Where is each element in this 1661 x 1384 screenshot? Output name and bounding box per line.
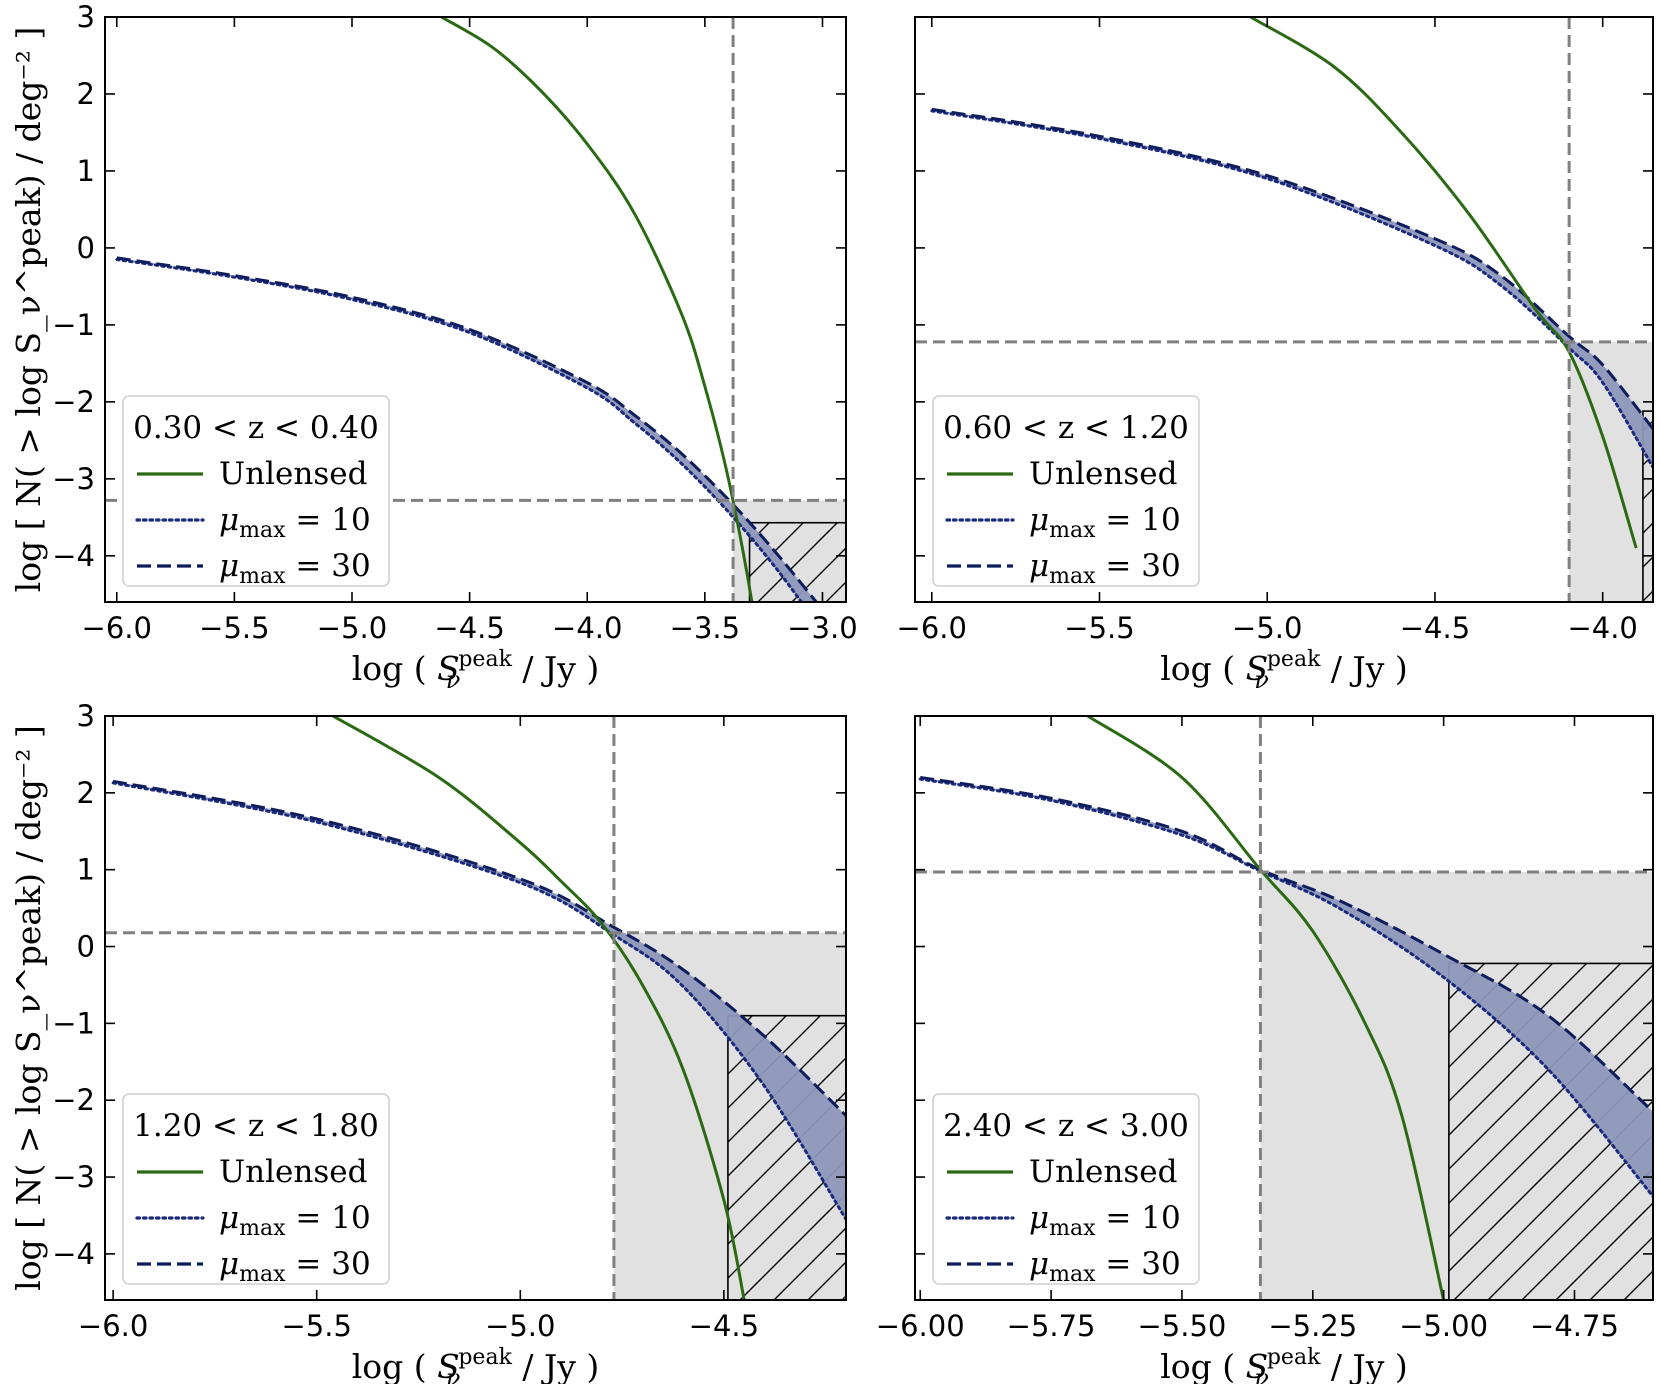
x-tick-label: −4.0 xyxy=(1567,611,1637,645)
x-tick-label: −4.5 xyxy=(689,1309,759,1343)
x-axis-label: log ( Sνpeak / Jy ) xyxy=(352,1345,600,1384)
mu-band xyxy=(113,781,846,1220)
axes-frame xyxy=(104,16,847,603)
y-tick-label: −4 xyxy=(52,1237,95,1271)
x-tick-label: −3.5 xyxy=(670,611,740,645)
legend-box xyxy=(932,395,1200,587)
legend-box xyxy=(122,395,390,587)
x-tick-label: −4.75 xyxy=(1530,1309,1619,1343)
panel-top-right: −6.0 −5.5 −5.0 −4.5 −4.0 log ( Sνpeak / Jy ) 0… xyxy=(897,16,1654,694)
legend: 0.30 < z < 0.40 Unlensed μmax = 10 μmax = 3… xyxy=(122,395,390,589)
x-tick-label: −5.5 xyxy=(1064,611,1134,645)
y-tick-label: −1 xyxy=(52,1006,95,1040)
legend-entry: μmax = 30 xyxy=(219,548,371,589)
series-line-mu10 xyxy=(918,777,1653,1198)
y-tick-label: −4 xyxy=(52,539,95,573)
plot-area xyxy=(915,17,1653,602)
x-tick-label: −5.0 xyxy=(1232,611,1302,645)
series-line-mu10 xyxy=(930,109,1653,469)
axes-frame xyxy=(104,715,847,1301)
x-tick-label: −3.0 xyxy=(787,611,857,645)
y-tick-label: −2 xyxy=(52,1083,95,1117)
y-tick-label: 1 xyxy=(77,154,95,188)
x-tick-label: −6.0 xyxy=(78,1309,148,1343)
legend-entry: μmax = 10 xyxy=(219,502,371,543)
x-tick-label: −4.5 xyxy=(1400,611,1470,645)
series-line-mu30 xyxy=(931,107,1653,430)
legend-entry: Unlensed xyxy=(1029,1154,1177,1190)
x-tick-label: −5.00 xyxy=(1399,1309,1488,1343)
plot-area xyxy=(915,716,1653,1300)
legend-entry: μmax = 10 xyxy=(1029,502,1181,543)
x-tick-label: −5.5 xyxy=(199,611,269,645)
legend-title: 2.40 < z < 3.00 xyxy=(943,1108,1189,1144)
series-line-mu30 xyxy=(919,776,1653,1113)
axes-frame xyxy=(914,16,1654,603)
series-line-mu30 xyxy=(112,779,846,1117)
x-tick-label: −4.5 xyxy=(434,611,504,645)
legend-entry: μmax = 30 xyxy=(1029,548,1181,589)
plot-area xyxy=(105,17,846,602)
legend: 2.40 < z < 3.00 Unlensed μmax = 10 μmax = 3… xyxy=(932,1093,1200,1287)
x-tick-label: −6.0 xyxy=(82,611,152,645)
panel-bottom-right: −6.00 −5.75 −5.50 −5.25 −5.00 −4.75 log ( Sνpe… xyxy=(876,715,1654,1384)
x-tick-label: −5.0 xyxy=(317,611,387,645)
y-tick-label: −3 xyxy=(52,1160,95,1194)
y-tick-label: 3 xyxy=(77,699,95,733)
legend-entry: μmax = 30 xyxy=(1029,1246,1181,1287)
y-axis-label: log [ N( > log S_ν^peak) / deg⁻² ] xyxy=(9,725,49,1291)
legend-entry: μmax = 10 xyxy=(1029,1200,1181,1241)
legend-title: 0.60 < z < 1.20 xyxy=(943,410,1189,446)
x-axis-label: log ( Sνpeak / Jy ) xyxy=(1160,647,1408,694)
legend-entry: Unlensed xyxy=(1029,456,1177,492)
y-tick-label: −2 xyxy=(52,385,95,419)
x-tick-label: −5.5 xyxy=(282,1309,352,1343)
series-line-unlensed xyxy=(1249,17,1638,549)
legend-entry: μmax = 10 xyxy=(219,1200,371,1241)
x-tick-label: −5.25 xyxy=(1268,1309,1357,1343)
y-tick-label: 2 xyxy=(77,77,95,111)
series-line-mu10 xyxy=(111,781,846,1221)
panel-bottom-left: −6.0 −5.5 −5.0 −4.5 −4 −3 −2 −1 0 1 2 3 log ( Sνpeak… xyxy=(9,699,847,1384)
hatched-region xyxy=(1642,410,1653,602)
y-tick-label: 2 xyxy=(77,776,95,810)
legend-title: 1.20 < z < 1.80 xyxy=(133,1108,379,1144)
x-axis-label: log ( Sνpeak / Jy ) xyxy=(1160,1345,1408,1384)
y-tick-label: −1 xyxy=(52,308,95,342)
series-line-unlensed xyxy=(1086,716,1446,1300)
axes-frame xyxy=(914,715,1654,1301)
mu-band xyxy=(931,109,1653,468)
plot-area xyxy=(105,716,846,1300)
x-tick-label: −5.0 xyxy=(485,1309,555,1343)
x-tick-label: −5.75 xyxy=(1007,1309,1096,1343)
legend: 0.60 < z < 1.20 Unlensed μmax = 10 μmax = 3… xyxy=(932,395,1200,589)
series-line-mu10 xyxy=(115,258,804,602)
x-tick-label: −4.0 xyxy=(552,611,622,645)
x-axis-label: log ( Sνpeak / Jy ) xyxy=(352,647,600,694)
y-tick-label: 0 xyxy=(77,930,95,964)
legend: 1.20 < z < 1.80 Unlensed μmax = 10 μmax = 3… xyxy=(122,1093,390,1287)
legend-entry: Unlensed xyxy=(219,456,367,492)
y-tick-label: 1 xyxy=(77,853,95,887)
y-axis-label: log [ N( > log S_ν^peak) / deg⁻² ] xyxy=(9,27,49,593)
series-line-mu30 xyxy=(116,256,819,602)
panel-top-left: −6.0 −5.5 −5.0 −4.5 −4.0 −3.5 −3.0 −4 −3 −2 −1 0 1 2 3… xyxy=(9,0,858,694)
legend-box xyxy=(122,1093,390,1285)
y-tick-label: 3 xyxy=(77,0,95,34)
legend-title: 0.30 < z < 0.40 xyxy=(133,410,379,446)
y-tick-label: 0 xyxy=(77,231,95,265)
series-line-unlensed xyxy=(332,716,746,1300)
x-tick-label: −5.50 xyxy=(1137,1309,1226,1343)
x-tick-label: −6.00 xyxy=(876,1309,965,1343)
y-tick-label: −3 xyxy=(52,462,95,496)
series-line-unlensed xyxy=(440,17,754,602)
legend-entry: μmax = 30 xyxy=(219,1246,371,1287)
legend-box xyxy=(932,1093,1200,1285)
x-tick-label: −6.0 xyxy=(897,611,967,645)
legend-entry: Unlensed xyxy=(219,1154,367,1190)
